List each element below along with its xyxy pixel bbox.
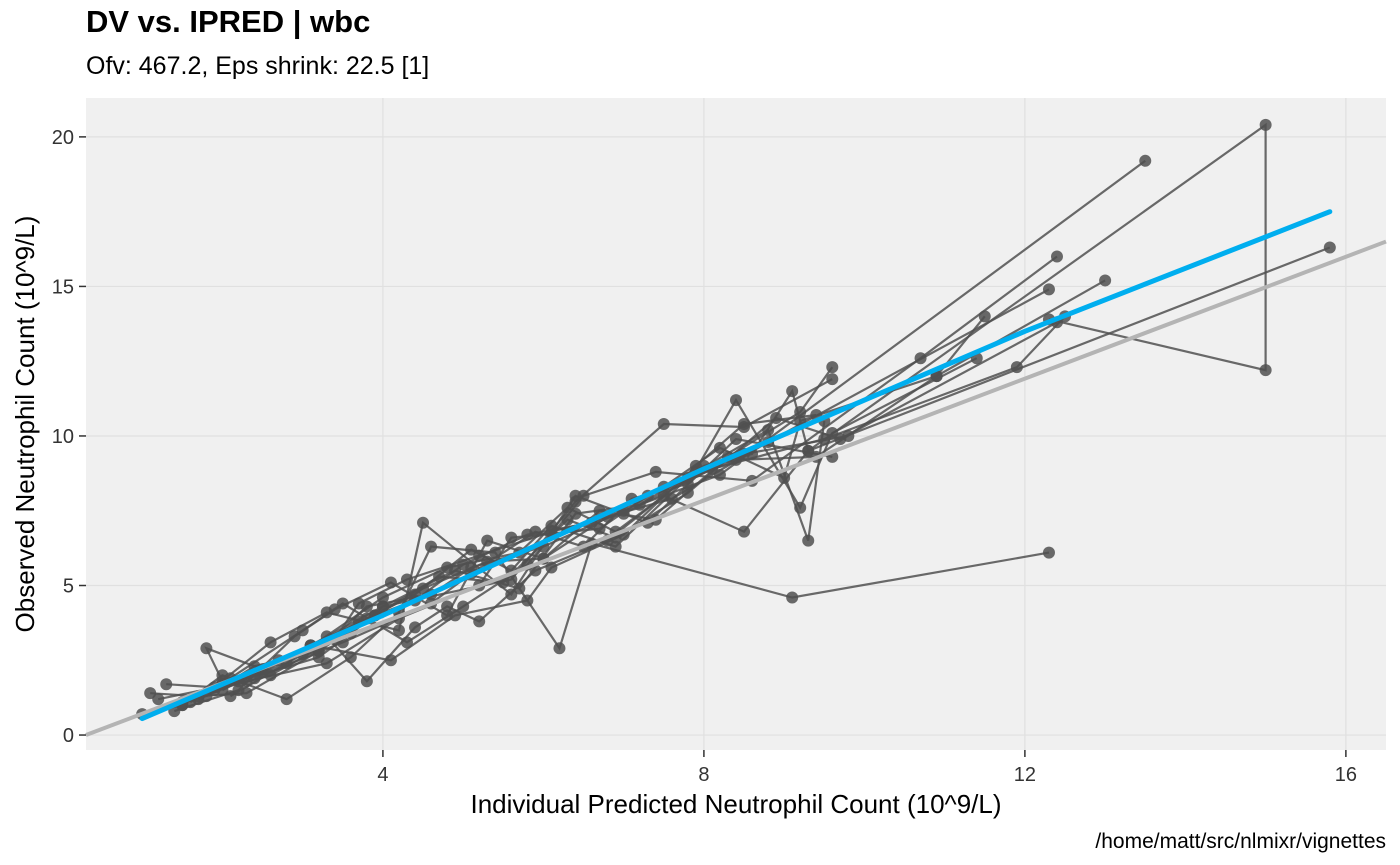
data-point xyxy=(617,507,630,520)
data-point xyxy=(457,600,470,613)
data-point xyxy=(786,385,799,398)
data-point xyxy=(433,570,446,583)
subject-line xyxy=(141,542,1050,716)
data-point xyxy=(513,582,526,595)
data-point xyxy=(376,600,389,613)
data-point xyxy=(200,642,213,655)
plot-caption: /home/matt/src/nlmixr/vignettes xyxy=(1095,830,1386,853)
data-point xyxy=(360,675,373,688)
data-point xyxy=(264,669,277,682)
data-point xyxy=(1042,546,1055,559)
data-point xyxy=(914,352,927,365)
data-point xyxy=(561,501,574,514)
data-point xyxy=(441,561,454,574)
data-point xyxy=(505,531,518,544)
data-point xyxy=(794,406,807,419)
y-tick-label: 5 xyxy=(63,576,74,598)
data-point xyxy=(1259,364,1272,377)
data-point xyxy=(681,486,694,499)
data-point xyxy=(826,426,839,439)
data-point xyxy=(529,525,542,538)
y-tick-label: 10 xyxy=(52,426,74,448)
data-point xyxy=(794,501,807,514)
data-point xyxy=(352,597,365,610)
data-point xyxy=(384,654,397,667)
data-point xyxy=(1010,361,1023,374)
data-point xyxy=(521,594,534,607)
data-point xyxy=(826,373,839,386)
data-point xyxy=(417,516,430,529)
y-tick-label: 15 xyxy=(52,276,74,298)
plot-subtitle: Ofv: 467.2, Eps shrink: 22.5 [1] xyxy=(86,52,430,80)
x-tick-label: 8 xyxy=(698,764,709,786)
data-point xyxy=(280,693,293,706)
data-point xyxy=(481,534,494,547)
data-point xyxy=(657,489,670,502)
trend-line xyxy=(139,209,1333,722)
data-point xyxy=(248,672,261,685)
data-point xyxy=(417,582,430,595)
data-point xyxy=(1259,118,1272,131)
data-point xyxy=(312,651,325,664)
y-tick-label: 0 xyxy=(63,725,74,747)
data-point xyxy=(730,394,742,407)
data-point xyxy=(160,678,173,691)
data-point xyxy=(1042,283,1055,296)
data-point xyxy=(577,489,590,502)
data-point xyxy=(473,615,486,628)
plot-title: DV vs. IPRED | wbc xyxy=(86,4,371,39)
data-point xyxy=(400,636,413,649)
data-point xyxy=(288,630,301,643)
data-point xyxy=(738,418,751,430)
axes: 4 8 12 16 0 5 10 15 20 xyxy=(52,127,1357,786)
data-point xyxy=(657,418,670,430)
data-point xyxy=(376,591,389,604)
data-point xyxy=(545,561,558,574)
data-point xyxy=(1050,250,1063,263)
data-point xyxy=(489,546,502,559)
x-tick-label: 16 xyxy=(1335,764,1357,786)
data-point xyxy=(713,441,726,454)
x-tick-label: 12 xyxy=(1014,764,1036,786)
data-point xyxy=(328,603,341,616)
data-point xyxy=(344,651,357,664)
data-point xyxy=(778,471,791,484)
data-point xyxy=(264,636,277,649)
data-point xyxy=(457,558,470,571)
reference-lines xyxy=(85,209,1387,737)
data-point xyxy=(649,465,662,478)
data-point xyxy=(738,525,751,538)
data-point xyxy=(802,534,815,547)
data-point xyxy=(770,412,783,425)
data-point xyxy=(593,522,606,535)
data-point xyxy=(409,621,422,634)
data-point xyxy=(152,693,165,706)
plot-panel xyxy=(86,98,1386,750)
data-point xyxy=(681,477,694,490)
data-point xyxy=(1139,154,1152,167)
data-point xyxy=(826,361,839,374)
data-point xyxy=(762,423,775,436)
data-point xyxy=(978,310,991,323)
data-point xyxy=(392,624,405,637)
data-point xyxy=(553,642,566,655)
identity-line xyxy=(85,239,1387,737)
data-point xyxy=(802,444,815,457)
data-point xyxy=(1323,241,1336,254)
y-tick-label: 20 xyxy=(52,127,74,149)
data-point xyxy=(449,609,462,622)
data-point xyxy=(786,591,799,604)
data-point xyxy=(425,540,438,553)
y-axis-label: Observed Neutrophil Count (10^9/L) xyxy=(10,216,40,633)
data-point xyxy=(400,573,413,586)
x-axis-label: Individual Predicted Neutrophil Count (1… xyxy=(470,789,1001,819)
data-point xyxy=(384,576,397,589)
data-point xyxy=(730,432,742,445)
data-point xyxy=(441,600,454,613)
data-point xyxy=(1099,274,1112,287)
x-tick-label: 4 xyxy=(377,764,388,786)
